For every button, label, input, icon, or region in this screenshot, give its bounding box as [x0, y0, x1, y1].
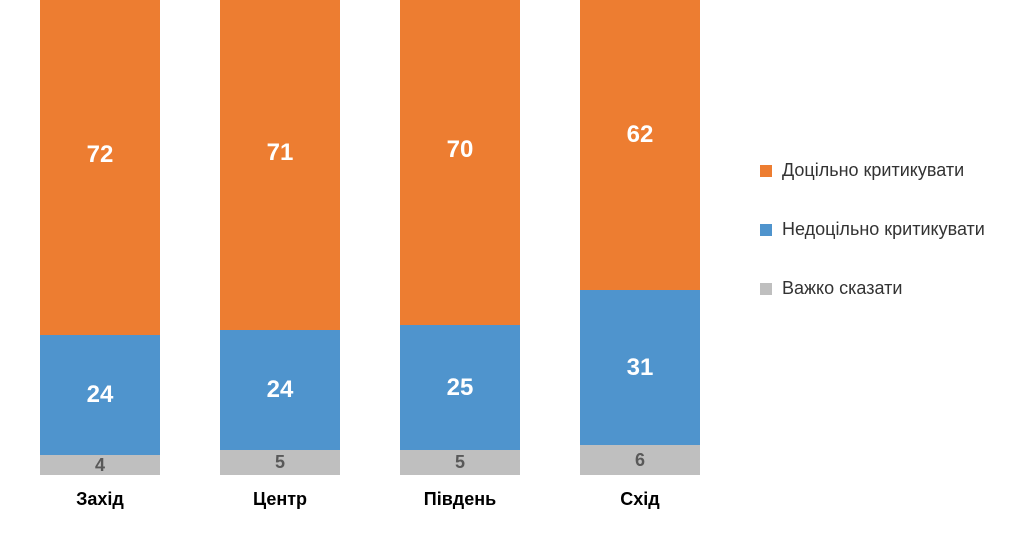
segment-value: 71 [267, 139, 294, 167]
legend-swatch [760, 165, 772, 177]
bar-group: 6 31 62 Схід [580, 0, 700, 510]
category-label: Захід [76, 489, 124, 510]
segment-advisable: 72 [40, 0, 160, 335]
segment-value: 24 [267, 376, 294, 404]
segment-value: 70 [447, 136, 474, 164]
legend-label: Важко сказати [782, 278, 902, 299]
segment-value: 6 [635, 450, 645, 471]
segment-value: 31 [627, 354, 654, 382]
category-label: Схід [620, 489, 659, 510]
segment-advisable: 71 [220, 0, 340, 330]
bar: 6 31 62 [580, 0, 700, 475]
legend: Доцільно критикувати Недоцільно критикув… [760, 160, 985, 299]
bar: 5 24 71 [220, 0, 340, 475]
category-label: Південь [424, 489, 496, 510]
segment-hard-to-say: 6 [580, 445, 700, 475]
segment-not-advisable: 25 [400, 325, 520, 450]
segment-value: 4 [95, 455, 105, 476]
segment-hard-to-say: 5 [220, 450, 340, 475]
segment-value: 24 [87, 381, 114, 409]
legend-item-hard-to-say: Важко сказати [760, 278, 985, 299]
segment-value: 5 [275, 452, 285, 473]
legend-swatch [760, 283, 772, 295]
plot-area: 4 24 72 Захід 5 24 71 [20, 10, 700, 510]
segment-not-advisable: 24 [40, 335, 160, 455]
segment-not-advisable: 24 [220, 330, 340, 450]
segment-not-advisable: 31 [580, 290, 700, 445]
bar-group: 5 24 71 Центр [220, 0, 340, 510]
segment-advisable: 62 [580, 0, 700, 290]
segment-value: 72 [87, 141, 114, 169]
bar: 5 25 70 [400, 0, 520, 475]
bar-group: 5 25 70 Південь [400, 0, 520, 510]
segment-value: 62 [627, 121, 654, 149]
legend-label: Недоцільно критикувати [782, 219, 985, 240]
segment-hard-to-say: 4 [40, 455, 160, 475]
segment-value: 5 [455, 452, 465, 473]
stacked-bar-chart: 4 24 72 Захід 5 24 71 [0, 0, 1024, 510]
legend-item-not-advisable: Недоцільно критикувати [760, 219, 985, 240]
category-label: Центр [253, 489, 307, 510]
legend-swatch [760, 224, 772, 236]
legend-label: Доцільно критикувати [782, 160, 964, 181]
bar-group: 4 24 72 Захід [40, 0, 160, 510]
segment-advisable: 70 [400, 0, 520, 325]
segment-hard-to-say: 5 [400, 450, 520, 475]
legend-item-advisable: Доцільно критикувати [760, 160, 985, 181]
bar: 4 24 72 [40, 0, 160, 475]
segment-value: 25 [447, 374, 474, 402]
